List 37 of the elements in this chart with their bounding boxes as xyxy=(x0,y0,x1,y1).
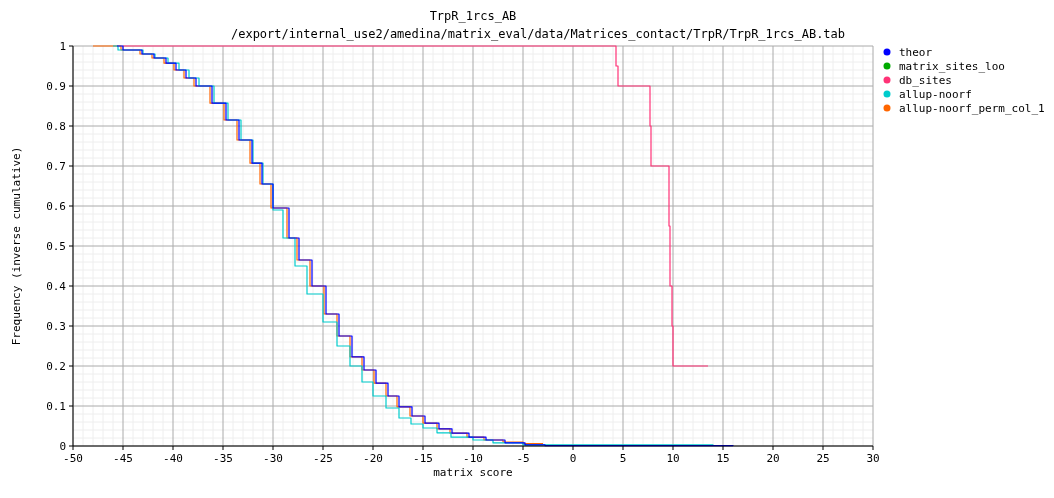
x-axis-title: matrix score xyxy=(433,466,513,479)
y-tick-label: 0.3 xyxy=(46,320,66,333)
y-axis-title: Frequency (inverse cumulative) xyxy=(10,146,23,346)
y-tick-label: 0.6 xyxy=(46,200,66,213)
y-tick-label: 0.7 xyxy=(46,160,66,173)
x-tick-label: 0 xyxy=(569,452,577,465)
y-tick-label: 0.5 xyxy=(46,240,66,253)
y-tick-label: 0 xyxy=(59,440,66,453)
x-tick-label: -45 xyxy=(113,452,133,465)
x-tick-label: -25 xyxy=(313,452,333,465)
y-tick-label: 1 xyxy=(59,40,66,53)
chart-subtitle: /export/internal_use2/amedina/matrix_eval/data/Matrices_contact/TrpR/TrpR_1rcs_AB.tab xyxy=(230,27,846,41)
chart-title: TrpR_1rcs_AB xyxy=(429,9,517,23)
legend-label: db_sites xyxy=(899,74,952,87)
x-tick-label: -15 xyxy=(413,452,433,465)
x-tick-label: -35 xyxy=(213,452,233,465)
y-tick-label: 0.4 xyxy=(46,280,67,293)
legend-label: theor xyxy=(899,46,933,59)
x-tick-label: 20 xyxy=(766,452,780,465)
x-tick-label: 25 xyxy=(816,452,830,465)
x-tick-label: -50 xyxy=(63,452,83,465)
x-tick-label: 15 xyxy=(716,452,730,465)
legend-label: matrix_sites_loo xyxy=(899,60,1005,73)
y-tick-label: 0.9 xyxy=(46,80,66,93)
x-tick-label: -40 xyxy=(163,452,183,465)
y-tick-label: 0.1 xyxy=(46,400,66,413)
x-tick-label: -30 xyxy=(263,452,283,465)
x-tick-label: -5 xyxy=(516,452,530,465)
y-tick-label: 0.8 xyxy=(46,120,66,133)
x-tick-label: -20 xyxy=(363,452,383,465)
y-tick-label: 0.2 xyxy=(46,360,66,373)
x-tick-label: 5 xyxy=(619,452,627,465)
x-tick-label: -10 xyxy=(463,452,483,465)
legend-label: allup-noorf_perm_col_1 xyxy=(899,102,1045,115)
x-tick-label: 10 xyxy=(666,452,680,465)
x-tick-label: 30 xyxy=(866,452,880,465)
legend-label: allup-noorf xyxy=(899,88,972,101)
